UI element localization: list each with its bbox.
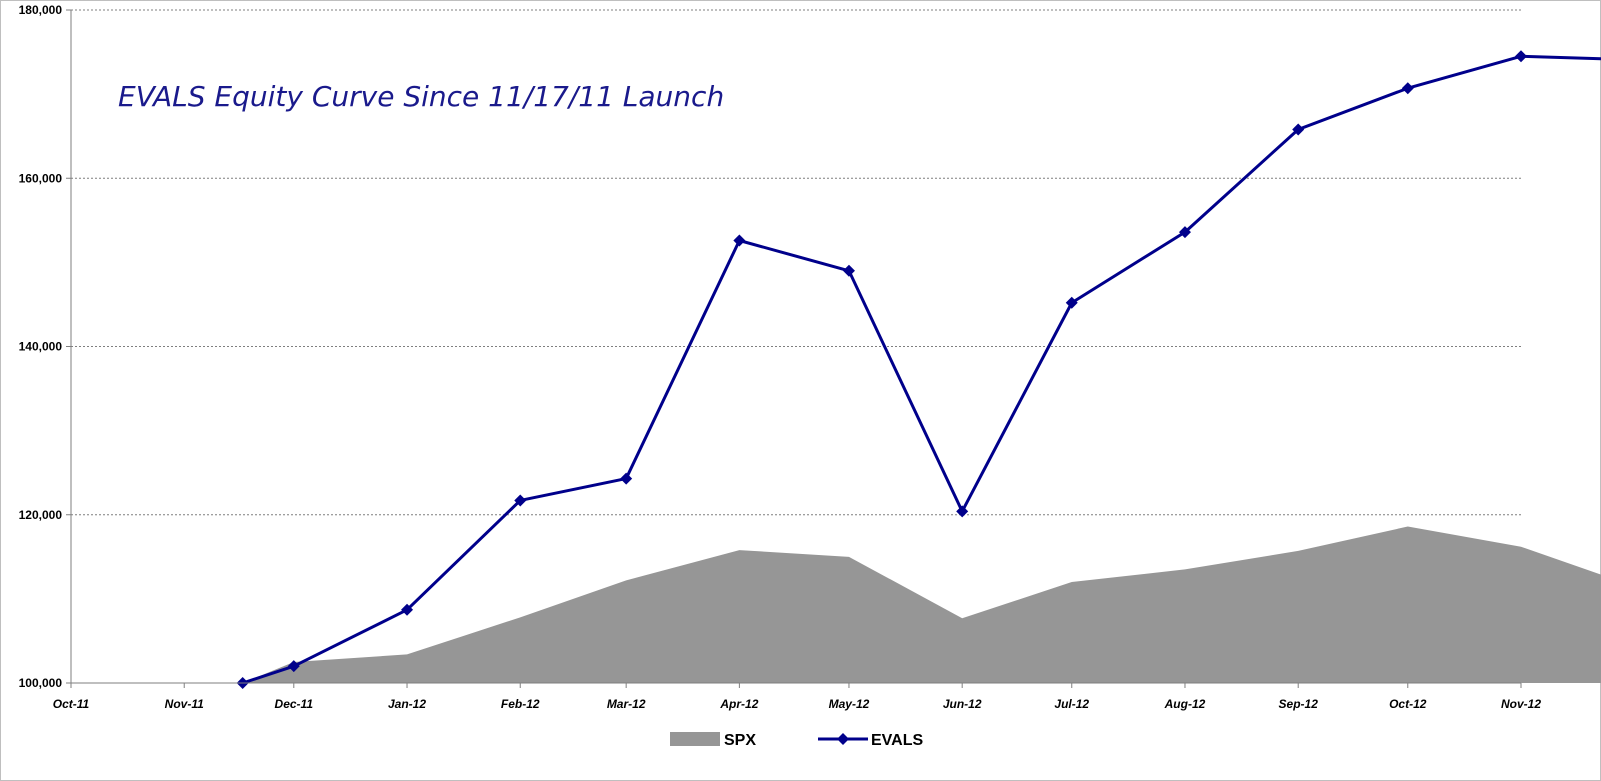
evals-point-9 [1178, 226, 1191, 239]
evals-point-8 [1065, 296, 1078, 309]
legend: SPX EVALS [670, 732, 923, 749]
y-tick-label-3: 160,000 [19, 171, 63, 185]
evals-point-7 [956, 505, 969, 518]
evals-point-4 [620, 472, 633, 485]
gridlines [71, 9, 1521, 516]
x-tick-label-9: Jul-12 [1054, 697, 1089, 711]
legend-swatch-spx [670, 732, 720, 746]
x-tick-label-3: Jan-12 [388, 697, 426, 711]
x-tick-label-5: Mar-12 [607, 697, 646, 711]
legend-label-spx: SPX [724, 732, 756, 749]
evals-line [242, 54, 1601, 685]
x-tick-label-1: Nov-11 [165, 697, 204, 711]
evals-line-layer [236, 50, 1601, 689]
chart-title: EVALS Equity Curve Since 11/17/11 Launch [118, 80, 724, 113]
spx-area [242, 526, 1601, 683]
y-tick-label-4: 180,000 [19, 3, 63, 17]
x-tick-label-4: Feb-12 [501, 697, 540, 711]
evals-point-11 [1401, 82, 1414, 95]
legend-swatch-evals-marker [837, 733, 849, 745]
legend-label-evals: EVALS [871, 732, 923, 749]
evals-point-6 [842, 264, 855, 277]
x-tick-label-10: Aug-12 [1164, 697, 1206, 711]
x-tick-label-11: Sep-12 [1279, 697, 1319, 711]
x-tick-label-7: May-12 [829, 697, 870, 711]
evals-point-12 [1515, 50, 1527, 63]
evals-point-2 [401, 603, 414, 616]
axes [66, 9, 1522, 688]
y-tick-label-2: 140,000 [19, 340, 63, 354]
x-tick-label-12: Oct-12 [1389, 697, 1427, 711]
evals-point-10 [1292, 123, 1305, 136]
evals-point-1 [287, 660, 300, 673]
x-tick-label-6: Apr-12 [719, 697, 758, 711]
evals-point-3 [514, 494, 527, 507]
y-tick-labels: 100,000 120,000 140,000 160,000 180,000 [19, 3, 63, 690]
x-tick-label-13: Nov-12 [1501, 697, 1541, 711]
x-tick-label-0: Oct-11 [53, 697, 90, 711]
x-tick-label-8: Jun-12 [943, 697, 982, 711]
spx-area-layer [242, 526, 1601, 683]
y-tick-label-1: 120,000 [19, 508, 63, 522]
x-tick-label-2: Dec-11 [275, 697, 314, 711]
y-tick-label-0: 100,000 [19, 676, 63, 690]
evals-point-5 [733, 234, 746, 247]
x-tick-labels: Oct-11 Nov-11 Dec-11 Jan-12 Feb-12 Mar-12 Apr-… [53, 697, 1542, 711]
